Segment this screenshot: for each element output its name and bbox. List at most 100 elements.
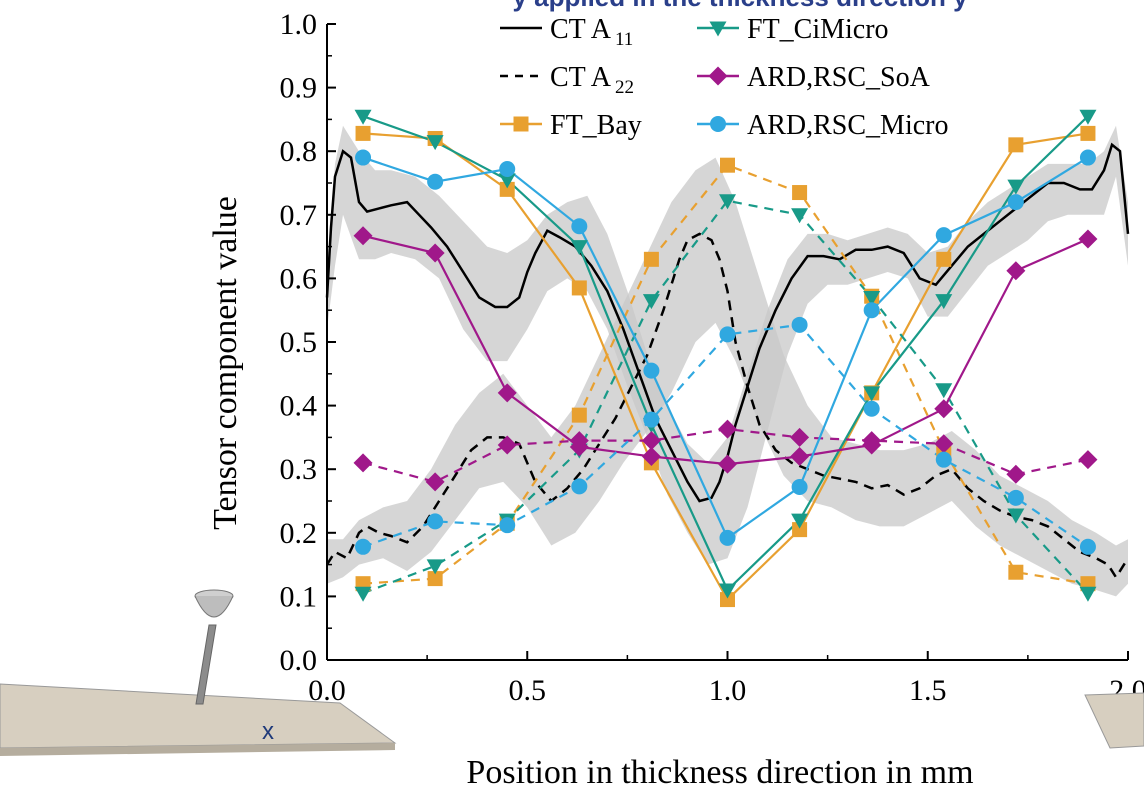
marker-ft_cimicro-dashed-6 xyxy=(791,208,809,224)
marker-ft_bay-dashed-5 xyxy=(720,157,735,173)
series-markers xyxy=(353,109,1098,608)
y-tick-label: 1.0 xyxy=(280,8,318,41)
y-tick-label: 0.2 xyxy=(280,517,318,550)
marker-ft_cimicro-solid-0 xyxy=(354,109,372,125)
marker-ft_cimicro-dashed-10 xyxy=(1079,586,1097,602)
marker-ard_micro-dashed-5 xyxy=(719,326,736,343)
marker-ft_cimicro-dashed-7 xyxy=(863,290,881,306)
marker-ard_soa-solid-5 xyxy=(718,454,737,474)
y-tick-label: 0.1 xyxy=(280,580,318,613)
marker-ard_soa-solid-9 xyxy=(1006,261,1026,281)
marker-ard_soa-solid-1 xyxy=(425,243,445,263)
y-tick-label: 0.4 xyxy=(280,390,318,423)
ct-a22-line xyxy=(325,232,1130,580)
marker-ft_cimicro-dashed-8 xyxy=(935,383,953,399)
marker-ard_micro-solid-3 xyxy=(571,218,588,235)
marker-ard_soa-dashed-8 xyxy=(934,434,954,454)
marker-ard_micro-dashed-4 xyxy=(643,411,660,428)
marker-ard_soa-dashed-3 xyxy=(569,431,589,451)
x-axis-label: Position in thickness direction in mm xyxy=(466,754,973,791)
nozzle-funnel xyxy=(194,595,234,618)
marker-ft_bay-solid-3 xyxy=(571,280,587,296)
legend-label-5: ARD,RSC_Micro xyxy=(747,110,948,141)
header-text: y applied in the thickness direction y xyxy=(512,0,968,12)
marker-ard_micro-dashed-10 xyxy=(1079,538,1096,555)
marker-ft_cimicro-dashed-9 xyxy=(1007,508,1025,524)
marker-ard_soa-dashed-4 xyxy=(641,431,661,451)
y-tick-label: 0.7 xyxy=(280,199,318,232)
y-tick-label: 0.0 xyxy=(280,644,318,677)
marker-ft_bay-dashed-4 xyxy=(643,251,659,267)
marker-ard_micro-dashed-7 xyxy=(863,400,880,417)
nozzle-stem xyxy=(195,624,217,705)
marker-ard_soa-dashed-10 xyxy=(1078,450,1098,470)
marker-ard_soa-dashed-1 xyxy=(425,472,445,492)
marker-ard_soa-dashed-5 xyxy=(718,419,737,439)
ct-lines xyxy=(325,142,1130,580)
overlay-axis-label: x xyxy=(262,718,274,745)
legend-marker-3 xyxy=(708,66,728,86)
marker-ard_micro-dashed-6 xyxy=(791,316,808,333)
marker-ard_micro-solid-6 xyxy=(791,479,808,496)
marker-ard_soa-dashed-6 xyxy=(790,427,810,447)
marker-ft_cimicro-solid-3 xyxy=(570,240,588,256)
legend-label-2: CT A 22 xyxy=(550,62,634,98)
y-tick-label: 0.9 xyxy=(280,72,318,105)
ct-bands xyxy=(327,125,1128,597)
marker-ard_soa-solid-10 xyxy=(1078,229,1098,249)
marker-ard_micro-solid-2 xyxy=(499,161,516,178)
legend-marker-1 xyxy=(709,21,727,37)
marker-ft_cimicro-dashed-4 xyxy=(642,294,660,310)
legend-label-3: ARD,RSC_SoA xyxy=(747,62,931,93)
marker-ard_micro-dashed-8 xyxy=(935,451,952,468)
left-plate-edge xyxy=(0,743,395,756)
marker-ard_soa-dashed-9 xyxy=(1006,464,1026,484)
x-tick-label: 0.5 xyxy=(509,674,547,707)
ct-a22-band xyxy=(327,157,1128,597)
marker-ft_cimicro-solid-5 xyxy=(719,583,736,599)
marker-ft_cimicro-solid-9 xyxy=(1007,179,1025,195)
marker-ard_micro-dashed-2 xyxy=(499,517,516,534)
scene-overlay: x xyxy=(0,589,1144,756)
x-tick-label: 1.0 xyxy=(709,674,747,707)
marker-ard_micro-solid-8 xyxy=(935,227,952,244)
y-axis-label: Tensor component value xyxy=(207,196,244,530)
marker-ft_cimicro-solid-2 xyxy=(498,173,516,189)
marker-ft_cimicro-solid-1 xyxy=(426,135,444,151)
marker-ft_cimicro-solid-7 xyxy=(863,386,881,402)
marker-ft_bay-dashed-6 xyxy=(792,185,808,201)
y-tick-label: 0.3 xyxy=(280,453,318,486)
marker-ard_micro-dashed-0 xyxy=(355,538,372,555)
marker-ard_micro-solid-7 xyxy=(863,302,880,319)
marker-ft_bay-solid-8 xyxy=(936,251,952,267)
marker-ft_bay-solid-10 xyxy=(1080,125,1096,141)
marker-ft_cimicro-dashed-1 xyxy=(426,559,444,575)
marker-ard_micro-solid-0 xyxy=(355,149,372,166)
ct-a11-band xyxy=(327,125,1128,565)
marker-ard_soa-solid-2 xyxy=(497,383,517,403)
marker-ft_bay-dashed-9 xyxy=(1008,564,1024,580)
ct-a11-line xyxy=(325,142,1130,503)
marker-ard_micro-solid-5 xyxy=(719,529,736,546)
y-tick-label: 0.8 xyxy=(280,135,318,168)
marker-ft_bay-solid-9 xyxy=(1008,137,1024,153)
marker-ft_bay-solid-0 xyxy=(355,125,371,141)
series-line-ft_bay-dashed xyxy=(362,163,1089,585)
marker-ft_bay-solid-2 xyxy=(499,181,515,197)
marker-ft_cimicro-solid-10 xyxy=(1079,109,1097,125)
marker-ard_micro-solid-1 xyxy=(427,173,444,190)
legend-label-0: CT A 11 xyxy=(550,14,633,50)
marker-ft_bay-solid-6 xyxy=(792,522,808,538)
legend: CT A 11 FT_CiMicro CT A 22 ARD,RSC_SoA FT_Bay A… xyxy=(500,14,948,141)
ticks: 0.00.10.20.30.40.50.60.70.80.91.00.0 0.5 1… xyxy=(280,8,1144,707)
marker-ft_cimicro-dashed-5 xyxy=(719,194,736,210)
marker-ard_soa-dashed-2 xyxy=(497,435,517,455)
marker-ard_soa-solid-4 xyxy=(641,446,661,466)
series-line-ft_cimicro-dashed xyxy=(362,199,1089,595)
marker-ard_soa-solid-0 xyxy=(353,226,373,246)
marker-ard_soa-solid-6 xyxy=(790,446,810,466)
series-line-ard_micro-dashed xyxy=(362,323,1089,548)
marker-ard_micro-dashed-3 xyxy=(571,478,588,495)
marker-ard_soa-solid-8 xyxy=(934,399,954,419)
